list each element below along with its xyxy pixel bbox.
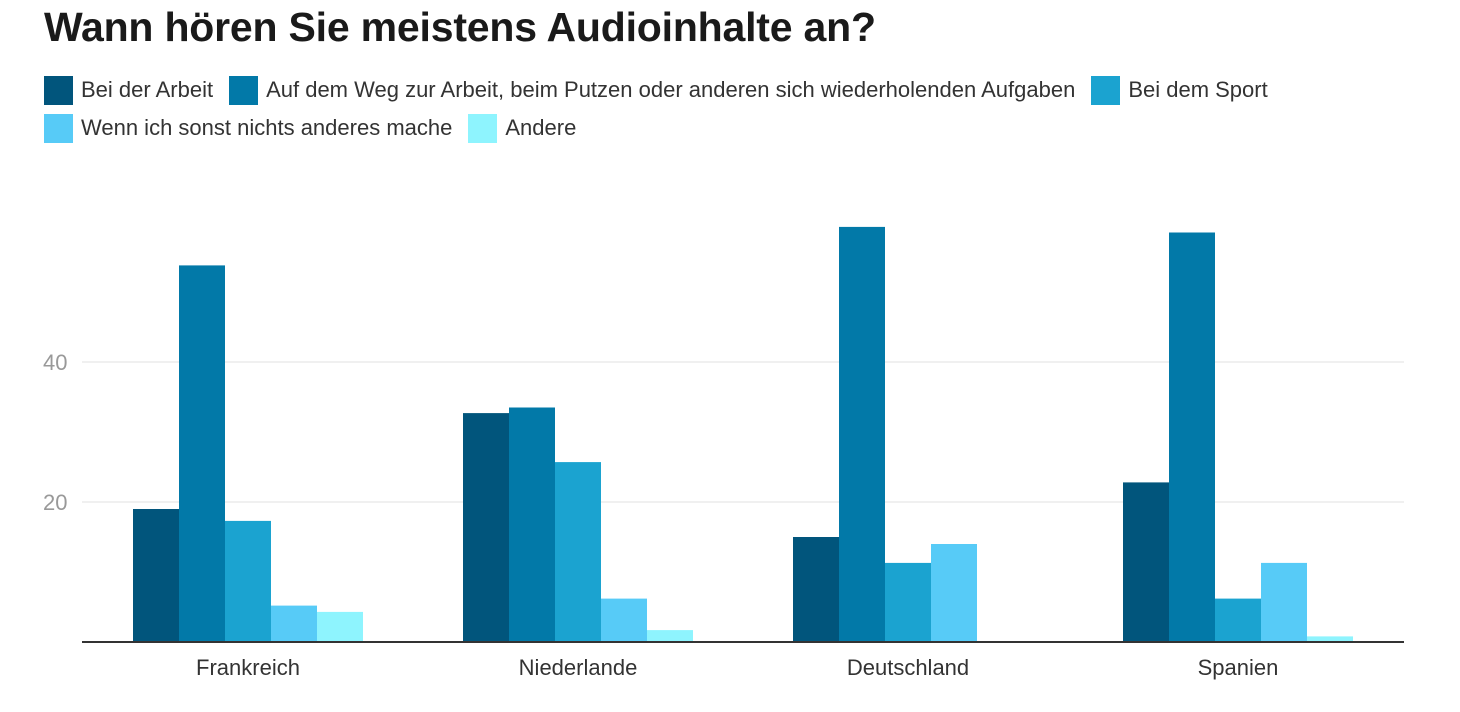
- bar: [885, 562, 931, 642]
- legend-item: Wenn ich sonst nichts anderes mache: [44, 113, 453, 143]
- bar: [1307, 636, 1353, 642]
- bar: [1261, 562, 1307, 642]
- bar: [179, 265, 225, 642]
- legend-label: Bei der Arbeit: [81, 77, 214, 102]
- legend-swatch: [44, 113, 73, 143]
- x-tick-label: Frankreich: [196, 655, 300, 680]
- legend-label: Bei dem Sport: [1128, 77, 1268, 102]
- bar: [839, 226, 885, 642]
- legend-label: Wenn ich sonst nichts anderes mache: [81, 115, 453, 140]
- bar: [793, 537, 839, 642]
- bar: [463, 413, 509, 642]
- chart-legend: Bei der Arbeit Auf dem Weg zur Arbeit, be…: [44, 75, 1404, 143]
- bar: [555, 462, 601, 642]
- y-tick-label: 20: [43, 490, 67, 515]
- legend-swatch: [229, 75, 259, 105]
- legend-swatch: [468, 113, 498, 143]
- legend-item: Bei der Arbeit: [44, 75, 214, 105]
- x-tick-label: Deutschland: [847, 655, 969, 680]
- bar: [225, 520, 271, 642]
- bar: [509, 407, 555, 642]
- legend-label: Andere: [505, 115, 577, 140]
- bar: [1123, 482, 1169, 642]
- bar: [271, 605, 317, 642]
- x-tick-label: Niederlande: [519, 655, 638, 680]
- legend-item: Bei dem Sport: [1091, 75, 1268, 105]
- bar: [133, 509, 179, 642]
- legend-item: Andere: [468, 113, 577, 143]
- bar: [1169, 232, 1215, 642]
- chart-title: Wann hören Sie meistens Audioinhalte an?: [44, 4, 876, 50]
- bar: [931, 544, 977, 642]
- bar: [601, 598, 647, 642]
- y-tick-label: 40: [43, 350, 67, 375]
- bar: [647, 630, 693, 642]
- bar: [1215, 598, 1261, 642]
- legend-label: Auf dem Weg zur Arbeit, beim Putzen oder…: [266, 77, 1076, 102]
- bar: [317, 611, 363, 642]
- legend-swatch: [44, 75, 73, 105]
- legend-item: Auf dem Weg zur Arbeit, beim Putzen oder…: [229, 75, 1076, 105]
- x-tick-label: Spanien: [1198, 655, 1279, 680]
- legend-swatch: [1091, 75, 1121, 105]
